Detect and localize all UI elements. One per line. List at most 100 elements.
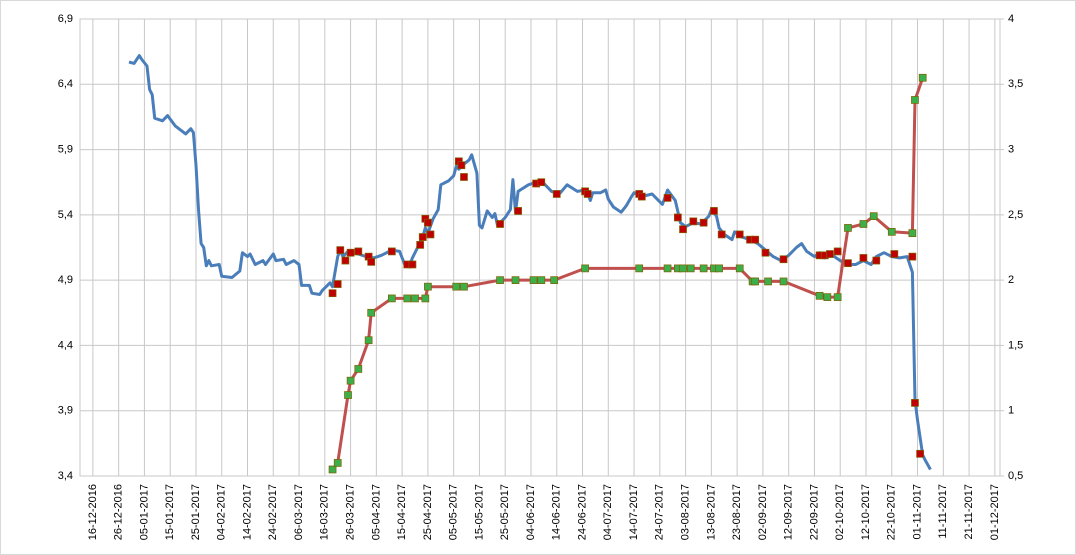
- x-tick-label: 24-07-2017: [654, 484, 666, 540]
- y2-tick-label: 2: [1008, 274, 1014, 286]
- y2-tick-label: 3,5: [1008, 78, 1023, 90]
- x-tick-label: 11-11-2017: [937, 484, 949, 539]
- marker: [367, 258, 376, 266]
- marker: [686, 264, 695, 273]
- marker: [581, 264, 589, 273]
- marker: [751, 277, 760, 286]
- x-tick-label: 14-06-2017: [551, 484, 563, 540]
- marker: [916, 449, 924, 458]
- x-tick-label: 04-02-2017: [216, 484, 228, 540]
- marker: [552, 190, 561, 198]
- marker: [779, 277, 788, 286]
- marker: [514, 207, 522, 215]
- marker: [387, 294, 396, 303]
- y2-tick-label: 4: [1008, 13, 1014, 25]
- marker: [537, 178, 546, 187]
- marker: [328, 465, 337, 474]
- x-tick-label: 12-09-2017: [783, 484, 795, 540]
- marker: [421, 294, 430, 303]
- marker: [844, 224, 852, 232]
- marker: [354, 247, 363, 256]
- marker: [715, 264, 723, 273]
- marker: [869, 212, 878, 221]
- marker: [717, 230, 726, 239]
- marker: [537, 276, 546, 284]
- x-tick-label: 24-02-2017: [267, 484, 279, 540]
- marker: [859, 254, 868, 262]
- marker: [815, 291, 824, 300]
- x-tick-label: 14-07-2017: [628, 484, 640, 540]
- marker: [354, 365, 363, 373]
- y2-tick-label: 2,5: [1008, 209, 1023, 221]
- marker: [844, 259, 852, 268]
- marker: [826, 250, 834, 258]
- x-tick-label: 01-11-2017: [911, 484, 923, 539]
- marker: [635, 264, 644, 273]
- x-tick-label: 25-05-2017: [499, 484, 511, 540]
- x-tick-label: 21-11-2017: [963, 484, 975, 539]
- marker: [344, 391, 352, 399]
- x-tick-label: 16-12-2016: [87, 484, 99, 540]
- marker: [890, 250, 899, 258]
- y2-tick-label: 3: [1008, 143, 1014, 155]
- x-tick-label: 05-04-2017: [370, 484, 382, 540]
- x-tick-label: 22-10-2017: [886, 484, 898, 540]
- marker: [908, 252, 917, 261]
- marker: [679, 264, 687, 273]
- marker: [418, 233, 427, 241]
- x-tick-label: 06-03-2017: [293, 484, 305, 540]
- marker: [908, 229, 917, 237]
- x-tick-label: 23-08-2017: [731, 484, 743, 540]
- marker: [424, 282, 432, 291]
- marker: [341, 256, 350, 265]
- marker: [699, 218, 708, 227]
- y-tick-label: 6,9: [58, 13, 73, 25]
- marker: [411, 294, 419, 303]
- marker: [452, 282, 461, 291]
- y2-tick-label: 1,5: [1008, 339, 1023, 351]
- marker: [872, 256, 881, 265]
- x-tick-label: 24-06-2017: [576, 484, 588, 540]
- marker: [424, 218, 432, 227]
- y-tick-label: 5,9: [58, 143, 73, 155]
- marker: [710, 207, 718, 215]
- x-tick-label: 12-10-2017: [860, 484, 872, 540]
- x-tick-label: 15-05-2017: [473, 484, 485, 540]
- marker: [859, 220, 868, 228]
- series-line: [128, 54, 932, 471]
- marker: [403, 294, 412, 303]
- marker: [333, 459, 342, 467]
- y-tick-label: 6,4: [58, 78, 73, 90]
- marker: [333, 280, 342, 288]
- x-tick-label: 04-06-2017: [525, 484, 537, 540]
- marker: [764, 277, 772, 286]
- marker: [699, 264, 708, 273]
- y2-tick-label: 1: [1008, 405, 1014, 417]
- x-tick-label: 01-12-2017: [989, 484, 1001, 540]
- x-tick-label: 26-03-2017: [344, 484, 356, 540]
- marker: [663, 194, 672, 202]
- y-tick-label: 4,4: [58, 339, 73, 351]
- marker: [679, 225, 687, 234]
- marker: [387, 247, 396, 256]
- marker: [674, 213, 682, 222]
- y-tick-label: 4,9: [58, 274, 73, 286]
- marker: [663, 264, 672, 273]
- marker: [496, 276, 504, 284]
- marker: [346, 248, 355, 257]
- marker: [823, 293, 832, 301]
- marker: [637, 192, 646, 201]
- marker: [918, 73, 927, 82]
- marker: [460, 173, 468, 181]
- x-tick-label: 13-08-2017: [705, 484, 717, 540]
- marker: [328, 289, 337, 298]
- marker: [887, 227, 896, 236]
- marker: [833, 247, 842, 256]
- marker: [496, 220, 504, 228]
- x-tick-label: 05-01-2017: [138, 484, 150, 540]
- y-tick-label: 5,4: [58, 209, 73, 221]
- marker: [911, 96, 919, 104]
- x-tick-label: 15-04-2017: [396, 484, 408, 540]
- y-tick-label: 3,9: [58, 405, 73, 417]
